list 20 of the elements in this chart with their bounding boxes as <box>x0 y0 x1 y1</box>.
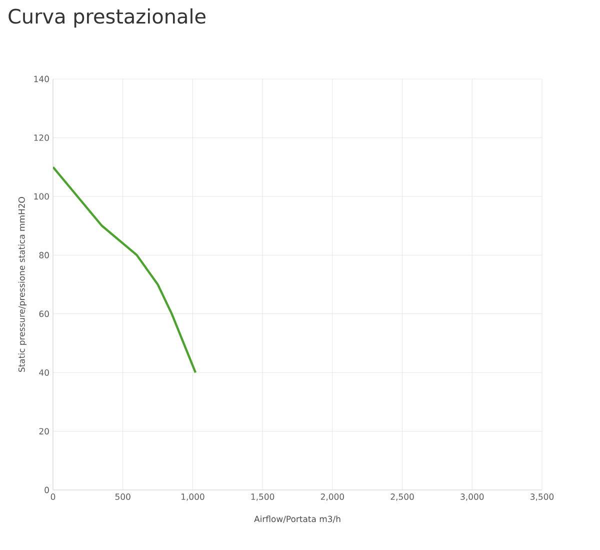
x-tick-label: 3,000 <box>460 494 484 501</box>
y-tick-label: 60 <box>39 310 49 318</box>
x-tick-label: 3,500 <box>530 494 554 501</box>
chart-title: Curva prestazionale <box>8 8 206 28</box>
x-tick-label: 2,500 <box>390 494 414 501</box>
y-tick-label: 0 <box>44 486 49 494</box>
x-axis-title: Airflow/Portata m3/h <box>254 516 340 523</box>
y-tick-label: 80 <box>39 252 49 258</box>
x-tick-label: 0 <box>50 494 56 500</box>
y-tick-label: 100 <box>34 193 49 200</box>
y-tick-label: 20 <box>39 428 49 434</box>
y-tick-label: 120 <box>34 134 49 141</box>
x-tick-label: 1,000 <box>182 494 204 501</box>
x-tick-label: 500 <box>115 494 130 500</box>
x-tick-label: 1,500 <box>251 494 274 501</box>
y-tick-label: 140 <box>34 76 49 82</box>
line-series <box>53 166 197 374</box>
y-tick-label: 40 <box>39 369 49 376</box>
y-axis-title: Static pressure/pressione statica mmH2O <box>18 197 26 372</box>
x-tick-label: 2,000 <box>320 494 344 501</box>
